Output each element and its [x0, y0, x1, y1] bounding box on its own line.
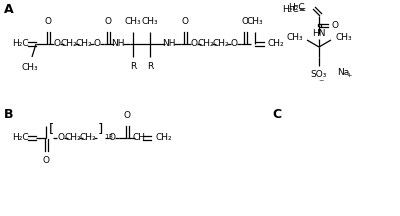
Text: O: O — [44, 17, 52, 26]
Text: H₂C=: H₂C= — [282, 5, 306, 13]
Text: C: C — [272, 108, 281, 121]
Text: ⁺: ⁺ — [346, 73, 352, 83]
Text: [: [ — [49, 122, 55, 135]
Text: CH₂: CH₂ — [80, 133, 96, 143]
Text: CH₂: CH₂ — [213, 40, 229, 49]
Text: CH₂: CH₂ — [65, 133, 81, 143]
Text: ⁻: ⁻ — [318, 78, 324, 88]
Text: O: O — [42, 156, 50, 165]
Text: O: O — [94, 40, 100, 49]
Text: O: O — [58, 133, 64, 143]
Text: B: B — [4, 108, 14, 121]
Text: CH₃: CH₃ — [335, 32, 352, 41]
Text: CH₃: CH₃ — [247, 17, 263, 26]
Text: O: O — [54, 40, 60, 49]
Text: A: A — [4, 3, 14, 16]
Text: CH₂: CH₂ — [76, 40, 92, 49]
Text: CH₃: CH₃ — [22, 63, 38, 72]
Text: H₂C: H₂C — [288, 3, 305, 13]
Text: HN: HN — [312, 30, 326, 38]
Text: R: R — [130, 62, 136, 71]
Text: NH: NH — [162, 40, 176, 49]
Text: O: O — [332, 21, 339, 30]
Text: CH₂: CH₂ — [61, 40, 77, 49]
Text: CH₂: CH₂ — [155, 133, 172, 143]
Text: SO₃: SO₃ — [311, 70, 327, 79]
Text: CH₃: CH₃ — [286, 32, 303, 41]
Text: O: O — [230, 40, 238, 49]
Text: CH₂: CH₂ — [268, 40, 285, 49]
Text: O: O — [124, 111, 130, 120]
Text: CH₂: CH₂ — [198, 40, 214, 49]
Text: H₂C: H₂C — [12, 40, 29, 49]
Text: CH₃: CH₃ — [142, 17, 158, 26]
Text: O: O — [190, 40, 198, 49]
Text: O: O — [108, 133, 116, 143]
Text: O: O — [182, 17, 188, 26]
Text: O: O — [242, 17, 248, 26]
Text: Na: Na — [337, 68, 349, 77]
Text: O: O — [104, 17, 112, 26]
Text: 13: 13 — [104, 134, 113, 140]
Text: CH₃: CH₃ — [125, 17, 141, 26]
Text: R: R — [147, 62, 153, 71]
Text: NH: NH — [111, 40, 125, 49]
Text: CH: CH — [132, 133, 146, 143]
Text: H₂C: H₂C — [12, 133, 29, 143]
Text: ]: ] — [97, 122, 103, 135]
